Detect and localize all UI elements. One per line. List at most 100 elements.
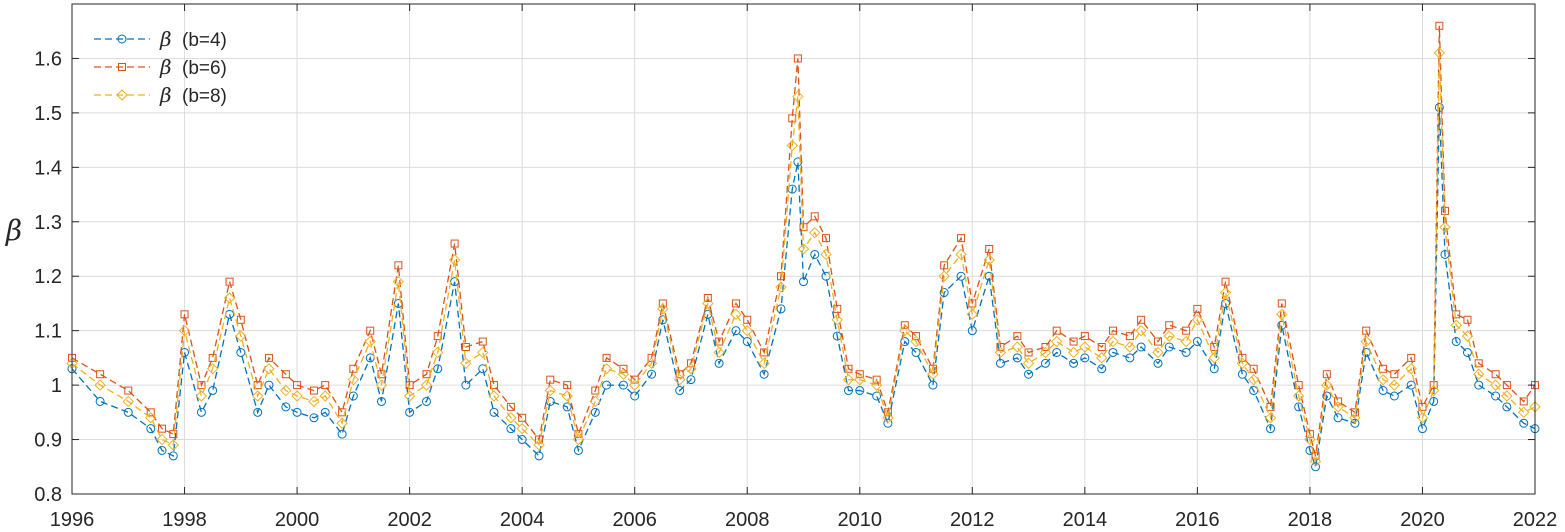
series-1-point-51: [799, 223, 808, 232]
series-2-point-4: [156, 433, 168, 446]
series-2-point-92: [1349, 412, 1361, 424]
series-1-point-40: [658, 299, 667, 308]
series-0-point-20: [376, 396, 386, 406]
series-0-point-41: [675, 386, 685, 396]
series-0-point-105: [1502, 402, 1512, 412]
series-2-point-33: [561, 390, 573, 402]
y-tick-label-8: 1.6: [34, 48, 62, 70]
series-1-point-104: [1491, 370, 1500, 379]
series-1-point-105: [1502, 381, 1511, 390]
series-2-point-12: [263, 363, 275, 375]
series-2-point-83: [1236, 357, 1249, 370]
series-1-point-54: [833, 304, 842, 313]
series-2-point-38: [628, 379, 641, 391]
series-1-point-95: [1390, 370, 1399, 379]
series-2-point-16: [319, 390, 331, 402]
series-1-point-99: [1435, 21, 1444, 30]
series-2-point-20: [375, 379, 388, 391]
legend-marker-0: [117, 34, 127, 44]
series-1-point-18: [349, 364, 358, 373]
series-2-point-71: [1067, 346, 1080, 359]
series-1-point-94: [1379, 364, 1388, 373]
series-2-point-66: [994, 346, 1007, 359]
series-2-point-52: [809, 226, 821, 239]
y-tick-label-0: 0.8: [34, 484, 62, 506]
series-0-point-29: [506, 424, 516, 434]
series-2-point-96: [1405, 363, 1417, 375]
series-2-point-3: [145, 412, 157, 424]
series-0-point-103: [1474, 380, 1484, 390]
legend-label-0: (b=4): [182, 30, 227, 51]
y-tick-label-2: 1: [51, 375, 62, 397]
series-0-point-61: [928, 380, 938, 390]
y-tick-label-1: 0.9: [34, 430, 62, 452]
x-tick-label-3: 2002: [387, 509, 432, 531]
series-2-point-40: [657, 303, 669, 315]
series-1: [68, 21, 1539, 460]
x-tick-label-8: 2012: [950, 509, 995, 531]
series-1-point-86: [1277, 299, 1286, 308]
series-0-point-47: [759, 369, 769, 379]
series-2-point-54: [831, 314, 843, 326]
series-2-point-60: [910, 335, 922, 348]
x-tick-label-0: 1996: [50, 509, 95, 531]
series-2-point-102: [1461, 330, 1474, 342]
series-2-point-25: [448, 254, 461, 266]
series-0-point-44: [714, 358, 724, 368]
series-2-point-58: [882, 412, 894, 424]
y-tick-label-6: 1.4: [34, 157, 62, 179]
series-0-point-60: [911, 347, 921, 357]
series-2-point-43: [702, 297, 714, 310]
series-2-point-28: [488, 390, 500, 402]
series-2-point-73: [1096, 352, 1108, 364]
series-0-point-69: [1040, 358, 1050, 368]
series-2-point-37: [617, 368, 630, 380]
series-1-point-72: [1080, 332, 1089, 341]
y-tick-label-7: 1.5: [34, 103, 62, 125]
series-2-point-85: [1264, 412, 1277, 424]
x-tick-label-6: 2008: [725, 509, 770, 531]
series-0-point-94: [1378, 386, 1388, 396]
series-1-point-35: [591, 386, 600, 395]
series-0-point-90: [1322, 391, 1332, 401]
series-1-point-45: [731, 299, 740, 308]
series-2-point-39: [645, 357, 658, 370]
series-0-point-59: [900, 337, 910, 347]
series-2-point-46: [741, 324, 753, 337]
series-1-point-37: [619, 364, 628, 373]
series-2-point-78: [1163, 330, 1175, 342]
legend: β (b=4) β (b=6) β (b=8): [94, 27, 227, 107]
series-1-point-60: [912, 332, 921, 341]
series-0-point-43: [703, 309, 713, 319]
series-2-point-63: [955, 248, 967, 261]
series-0-point-74: [1108, 347, 1118, 357]
series-1-point-30: [518, 413, 527, 422]
series-2-point-103: [1473, 368, 1485, 380]
series-0-point-52: [810, 249, 820, 259]
series-0-point-11: [253, 407, 263, 417]
series-0-point-37: [618, 380, 628, 390]
series-0-point-18: [348, 391, 358, 401]
y-tick-label-4: 1.2: [34, 266, 62, 288]
series-0-point-8: [208, 386, 218, 396]
series-1-point-22: [405, 381, 414, 390]
series-1-point-43: [703, 294, 712, 302]
series-1-point-67: [1013, 332, 1022, 341]
series-2-point-7: [195, 390, 208, 402]
series-2-point-48: [775, 281, 787, 293]
series-0-point-77: [1153, 358, 1163, 368]
series-2-point-49: [786, 139, 798, 152]
x-tick-label-9: 2014: [1063, 509, 1108, 531]
series-1-point-29: [506, 402, 515, 411]
series-0-point-106: [1519, 418, 1529, 428]
series-1-point-44: [715, 337, 724, 346]
series-2-point-79: [1180, 335, 1192, 348]
series-1-point-33: [563, 381, 572, 390]
series-2-point-18: [347, 373, 360, 386]
series-2-point-2: [122, 395, 134, 408]
series-2-point-62: [938, 270, 950, 282]
series-line-1: [71, 25, 1536, 457]
legend-symbol-1: β: [159, 55, 172, 79]
series-2-point-82: [1219, 286, 1232, 299]
series-1-point-84: [1249, 364, 1258, 373]
